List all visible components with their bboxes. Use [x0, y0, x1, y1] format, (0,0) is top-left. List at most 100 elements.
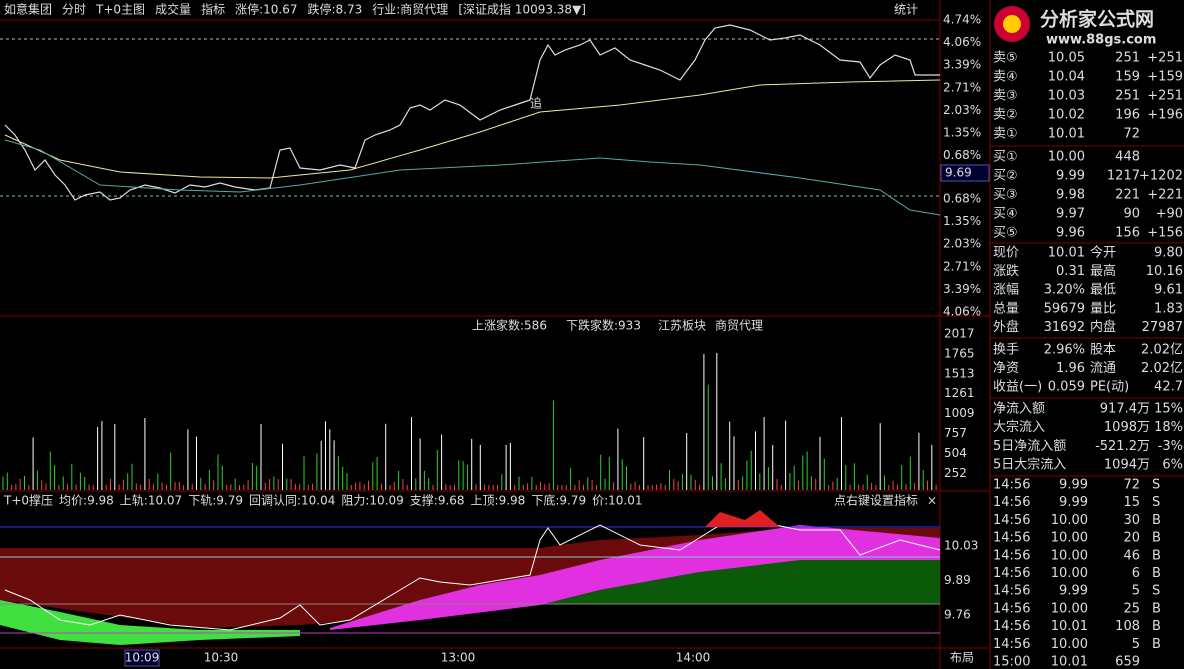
- label: +251: [1147, 89, 1183, 104]
- label: 3.20%: [1044, 283, 1085, 298]
- label: 最低: [1090, 283, 1116, 298]
- price-line: [4, 24, 940, 201]
- label: 31692: [1044, 320, 1085, 335]
- label: 659: [1115, 655, 1140, 669]
- label: 2.02亿: [1141, 361, 1183, 376]
- label: 6%: [1162, 458, 1183, 473]
- label: B: [1152, 566, 1161, 581]
- label: +196: [1147, 108, 1183, 123]
- label: 2.71%: [943, 259, 981, 273]
- label: -3%: [1158, 439, 1183, 454]
- label: 10.00: [1051, 637, 1088, 652]
- label: 25: [1123, 601, 1140, 616]
- label: 1261: [944, 386, 975, 400]
- label: 14:56: [993, 548, 1030, 563]
- label: 14:56: [993, 619, 1030, 634]
- price-cursor: [940, 164, 990, 182]
- label: 0.059: [1048, 380, 1085, 395]
- label: 10.01: [1051, 619, 1088, 634]
- label: 46: [1123, 548, 1140, 563]
- label: 卖⑤: [993, 51, 1018, 66]
- label: 10.02: [1048, 108, 1085, 123]
- label: 股本: [1090, 343, 1116, 358]
- label: 15%: [1154, 402, 1183, 417]
- label: 5: [1132, 637, 1140, 652]
- label: 1.35%: [943, 126, 981, 140]
- label: 买③: [993, 188, 1018, 203]
- label: 现价: [993, 246, 1019, 261]
- label: 流通: [1090, 361, 1116, 376]
- label: 42.7: [1154, 380, 1183, 395]
- label: 阻力:10.09: [341, 494, 403, 508]
- support-area: [540, 560, 940, 605]
- label: 布局: [950, 651, 974, 665]
- label: 15: [1123, 495, 1140, 510]
- label: 涨停:10.67: [235, 2, 297, 17]
- label: 251: [1115, 89, 1140, 104]
- label: S: [1152, 495, 1160, 510]
- label: 10.00: [1048, 150, 1085, 165]
- label: 18%: [1154, 420, 1183, 435]
- label: 14:56: [993, 495, 1030, 510]
- label: 5日净流入额: [993, 439, 1066, 454]
- label: 最高: [1090, 263, 1116, 279]
- label: +251: [1147, 51, 1183, 66]
- label: 下轨:9.79: [188, 494, 243, 508]
- label: 3.39%: [943, 282, 981, 296]
- label: 14:56: [993, 637, 1030, 652]
- label: 757: [944, 426, 967, 440]
- label: 买①: [993, 150, 1018, 165]
- logo-url: www.88gs.com: [1046, 33, 1156, 48]
- label: 外盘: [993, 319, 1019, 335]
- quote-panel: 卖⑤ 10.05 251 +251 卖④ 10.04 159 +159 卖③ 10.03 251 +2…: [990, 0, 1184, 669]
- label: 下底:9.79: [531, 493, 586, 508]
- label: 1217: [1107, 169, 1140, 184]
- label: 72: [1123, 127, 1140, 142]
- label: 涨跌: [993, 263, 1019, 279]
- label: 价:10.01: [592, 494, 642, 508]
- label: 4.06%: [943, 35, 981, 49]
- label: 3.39%: [943, 58, 981, 72]
- label: B: [1152, 513, 1161, 528]
- falling-area: [0, 600, 300, 645]
- label: B: [1152, 637, 1161, 652]
- label: 追: [530, 96, 542, 111]
- label: 买②: [993, 169, 1018, 184]
- label: 14:56: [993, 531, 1030, 546]
- label: T+0主图: [95, 3, 145, 17]
- label: B: [1152, 601, 1161, 616]
- label: 上涨家数:586: [472, 318, 547, 333]
- label: 10.00: [1051, 601, 1088, 616]
- label: 内盘: [1090, 319, 1116, 335]
- label: 9.80: [1154, 246, 1183, 261]
- label: 14:56: [993, 601, 1030, 616]
- label: 涨幅: [993, 283, 1019, 298]
- label: 156: [1115, 226, 1140, 241]
- label: 卖③: [993, 89, 1018, 104]
- label: 30: [1123, 513, 1140, 528]
- label: 4.06%: [943, 305, 981, 319]
- label: T+0撑压: [3, 493, 53, 508]
- label: 72: [1123, 478, 1140, 493]
- label: [深证成指 10093.38▼]: [458, 2, 586, 17]
- label: 10:09: [125, 651, 160, 665]
- label: 1.83: [1154, 301, 1183, 316]
- label: 买⑤: [993, 226, 1018, 241]
- label: 9.61: [1154, 283, 1183, 298]
- label: 10.00: [1051, 531, 1088, 546]
- label: 9.89: [944, 573, 971, 587]
- label: 买④: [993, 207, 1018, 222]
- logo-title: 分析家公式网: [1040, 8, 1154, 31]
- label: 10.16: [1146, 264, 1183, 279]
- label: 27987: [1142, 320, 1183, 335]
- label: B: [1152, 531, 1161, 546]
- label: 15:00: [993, 655, 1030, 669]
- label: 大宗流入: [993, 419, 1045, 435]
- label: 5日大宗流入: [993, 457, 1066, 473]
- label: 净资: [993, 361, 1019, 376]
- label: 1094万: [1104, 458, 1150, 473]
- label: 1.35%: [943, 214, 981, 228]
- label: 量比: [1090, 301, 1116, 316]
- label: 行业:商贸代理: [372, 2, 448, 17]
- index-line: [4, 139, 941, 216]
